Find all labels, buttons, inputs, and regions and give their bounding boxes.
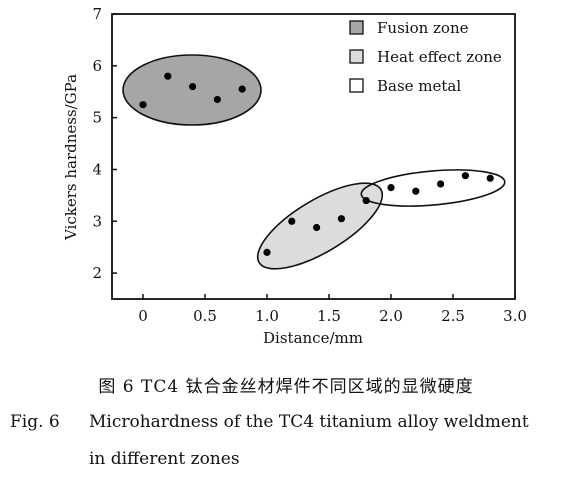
caption-english-line1: Fig. 6 Microhardness of the TC4 titanium … (10, 412, 572, 432)
legend-swatch-heat-effect-zone (349, 49, 364, 64)
legend-label-base-metal: Base metal (377, 77, 461, 95)
data-point (437, 180, 445, 188)
data-points (139, 72, 494, 256)
data-point (387, 183, 395, 192)
y-tick-label: 5 (92, 109, 102, 127)
y-tick-label: 4 (92, 160, 102, 178)
data-point (337, 215, 345, 223)
data-point (313, 223, 321, 232)
y-tick-label: 3 (92, 212, 102, 230)
legend-label-fusion-zone: Fusion zone (377, 19, 469, 37)
data-point (164, 72, 172, 80)
legend-swatch-fusion-zone (349, 20, 364, 35)
x-axis-label: Distance/mm (263, 329, 363, 347)
legend-swatch-base-metal (349, 78, 364, 93)
y-tick-label: 6 (92, 57, 102, 75)
caption-chinese: 图 6 TC4 钛合金丝材焊件不同区域的显微硬度 (98, 377, 474, 397)
data-point (263, 248, 271, 256)
data-point (288, 217, 296, 225)
chart: 0 0.5 1.0 1.5 2.0 2.5 3.0 2 3 4 5 6 7 Distance/mm V… (62, 5, 527, 347)
caption-english-text: Microhardness of the TC4 titanium alloy … (89, 412, 529, 432)
legend: Fusion zone Heat effect zone Base metal (349, 19, 502, 95)
x-tick-label: 2.0 (379, 307, 403, 325)
x-tick-label: 2.5 (441, 307, 465, 325)
data-point (213, 95, 221, 104)
heat-effect-zone-ellipse (256, 182, 384, 270)
data-point (139, 101, 147, 109)
x-tick-label: 1.0 (255, 307, 279, 325)
x-tick-label: 3.0 (503, 307, 527, 325)
x-tick-label: 0.5 (193, 307, 217, 325)
base-metal-ellipse (360, 169, 506, 207)
x-tick-label: 0 (138, 307, 148, 325)
y-axis-label: Vickers hardness/GPa (62, 74, 80, 241)
x-tick-label: 1.5 (317, 307, 341, 325)
y-tick-label: 7 (92, 5, 102, 23)
figure-number: Fig. 6 (10, 412, 60, 432)
data-point (238, 85, 246, 93)
legend-label-heat-effect-zone: Heat effect zone (377, 48, 502, 66)
data-point (461, 172, 469, 180)
caption-english-line2: in different zones (89, 449, 240, 469)
data-point (189, 82, 197, 91)
x-axis: 0 0.5 1.0 1.5 2.0 2.5 3.0 (138, 294, 527, 325)
data-point (362, 196, 370, 205)
plot-frame (111, 13, 516, 300)
y-tick-label: 2 (92, 264, 102, 282)
data-point (412, 187, 420, 195)
data-point (486, 174, 494, 182)
y-axis: 2 3 4 5 6 7 (92, 5, 117, 282)
